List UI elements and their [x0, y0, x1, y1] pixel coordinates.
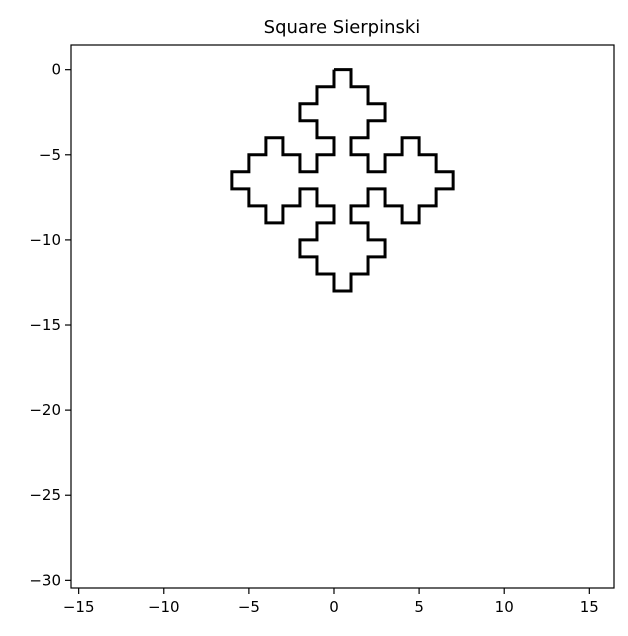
x-tick-label: 5: [414, 598, 424, 616]
curve-series-line: [230, 68, 455, 293]
y-tick-label: −30: [29, 571, 61, 589]
x-tick-label: −10: [148, 598, 180, 616]
plot-frame: [70, 44, 615, 589]
x-tick-label: −5: [238, 598, 260, 616]
y-tick-label: −25: [29, 486, 61, 504]
chart-title: Square Sierpinski: [264, 17, 421, 38]
x-tick-label: 0: [329, 598, 339, 616]
plot-area: [230, 68, 455, 293]
y-tick-label: 0: [51, 61, 61, 79]
y-tick-label: −10: [29, 231, 61, 249]
y-tick-label: −15: [29, 316, 61, 334]
y-tick-label: −20: [29, 401, 61, 419]
x-tick-label: 10: [495, 598, 514, 616]
x-tick-label: −15: [63, 598, 95, 616]
y-tick-label: −5: [39, 146, 61, 164]
x-axis: −15 −10 −5 0 5 10 15: [63, 588, 599, 616]
x-tick-label: 15: [580, 598, 599, 616]
y-axis: 0 −5 −10 −15 −20 −25 −30: [29, 61, 71, 589]
